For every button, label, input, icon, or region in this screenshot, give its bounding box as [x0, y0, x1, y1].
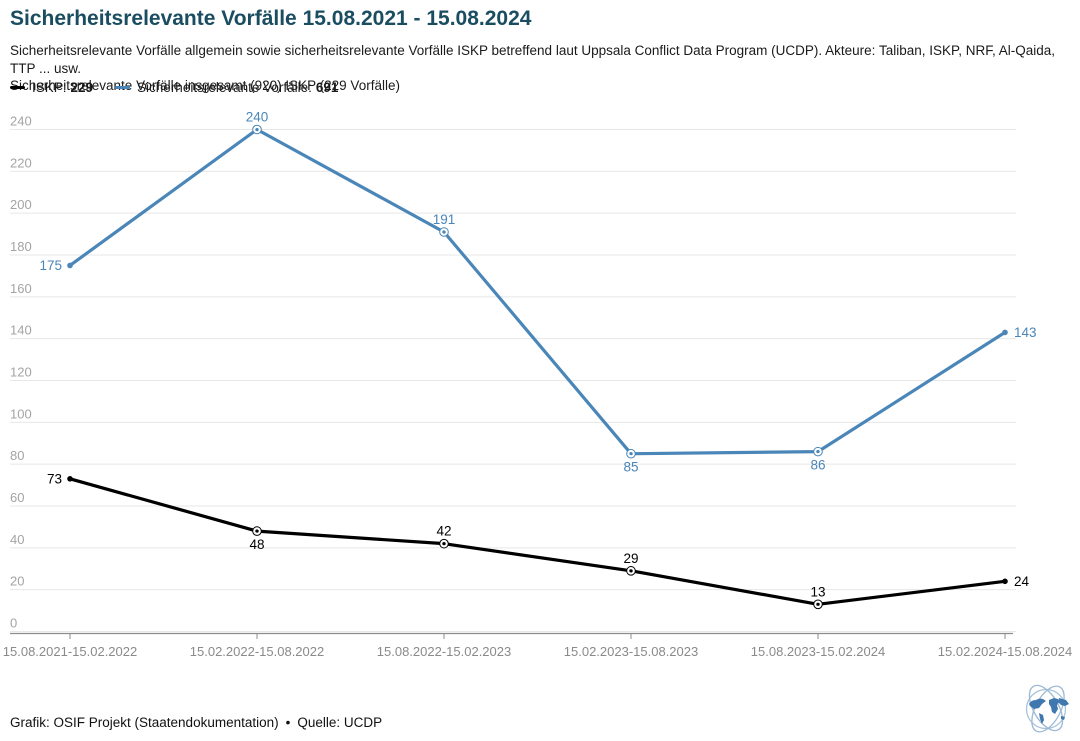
- data-label-sicherheitsrelevante-vorf-lle: 240: [246, 110, 269, 125]
- legend-item: ISKP: 229: [10, 80, 93, 95]
- data-point-halo: [439, 539, 449, 548]
- x-axis-label: 15.08.2023-15.02.2024: [751, 644, 885, 659]
- y-axis-tick-label: 200: [10, 197, 32, 212]
- data-point-halo: [813, 447, 823, 456]
- data-point-halo: [439, 227, 449, 237]
- data-point-iskp[interactable]: [626, 566, 636, 576]
- legend-swatch: [10, 85, 25, 90]
- data-point-iskp[interactable]: [252, 526, 262, 536]
- data-label-iskp: 24: [1014, 574, 1030, 589]
- data-point-sicherheitsrelevante-vorf-lle[interactable]: [1002, 329, 1008, 336]
- chart-legend: ISKP: 229 Sicherheitsrelevante Vorfälle: 69…: [10, 80, 338, 95]
- data-label-sicherheitsrelevante-vorf-lle: 191: [433, 212, 456, 227]
- data-point-halo: [252, 526, 262, 536]
- x-axis-label: 15.02.2023-15.08.2023: [564, 644, 698, 659]
- data-point-sicherheitsrelevante-vorf-lle[interactable]: [813, 446, 823, 457]
- chart-description: Sicherheitsrelevante Vorfälle allgemein …: [10, 43, 1056, 94]
- x-axis-label: 15.08.2021-15.02.2022: [3, 644, 137, 659]
- y-axis-tick-label: 80: [10, 448, 24, 463]
- data-label-iskp: 13: [810, 584, 825, 599]
- data-point-halo: [813, 600, 823, 609]
- data-label-iskp: 48: [249, 537, 264, 552]
- y-axis-tick-label: 140: [10, 323, 32, 338]
- y-axis-tick-label: 60: [10, 490, 24, 505]
- y-axis-tick-label: 20: [10, 574, 24, 589]
- line-chart-canvas: 0 20 40 60 80 100 120 140 160 180 200 220 240 15.08.2…: [3, 110, 1072, 660]
- x-axis-label: 15.08.2022-15.02.2023: [377, 644, 511, 659]
- logo-continents: [1029, 698, 1069, 724]
- data-label-sicherheitsrelevante-vorf-lle: 85: [623, 460, 638, 475]
- x-axis-label: 15.02.2024-15.08.2024: [938, 644, 1072, 659]
- x-axis-label: 15.02.2022-15.08.2022: [190, 644, 324, 659]
- series-line-sicherheitsrelevante-vorf-lle[interactable]: [68, 127, 1007, 456]
- legend-label: ISKP:: [32, 80, 67, 95]
- chart-footer: Grafik: OSIF Projekt (Staatendokumentati…: [10, 715, 382, 730]
- data-point-iskp[interactable]: [813, 599, 823, 610]
- data-label-iskp: 42: [436, 524, 451, 539]
- y-axis-tick-label: 240: [10, 114, 32, 129]
- legend-value: 691: [315, 80, 339, 95]
- data-point-sicherheitsrelevante-vorf-lle[interactable]: [626, 448, 636, 459]
- globe-logo-icon: [1025, 684, 1069, 733]
- y-axis-tick-label: 120: [10, 365, 32, 380]
- data-label-iskp: 29: [623, 551, 638, 566]
- y-axis-tick-label: 160: [10, 281, 32, 296]
- y-axis-tick-label: 0: [10, 616, 17, 631]
- series-line-iskp[interactable]: [68, 477, 1007, 606]
- legend-item: Sicherheitsrelevante Vorfälle: 691: [115, 80, 338, 95]
- data-point-halo: [626, 449, 636, 458]
- data-point-iskp[interactable]: [1002, 578, 1008, 585]
- data-label-iskp: 73: [47, 471, 62, 486]
- source-text: Quelle: UCDP: [297, 715, 383, 730]
- page-title: Sicherheitsrelevante Vorfälle 15.08.2021…: [10, 7, 532, 30]
- data-point-halo: [626, 566, 636, 575]
- data-label-sicherheitsrelevante-vorf-lle: 86: [810, 458, 825, 473]
- data-point-sicherheitsrelevante-vorf-lle[interactable]: [439, 227, 449, 237]
- data-point-sicherheitsrelevante-vorf-lle[interactable]: [252, 124, 262, 135]
- data-label-sicherheitsrelevante-vorf-lle: 143: [1014, 325, 1037, 340]
- data-point-iskp[interactable]: [439, 538, 449, 549]
- data-label-sicherheitsrelevante-vorf-lle: 175: [39, 258, 62, 273]
- credit-text: Grafik: OSIF Projekt (Staatendokumentati…: [10, 715, 279, 730]
- y-axis-tick-label: 100: [10, 406, 32, 421]
- y-axis-tick-label: 40: [10, 532, 24, 547]
- footer-separator: •: [285, 715, 291, 730]
- legend-value: 229: [70, 80, 94, 95]
- data-point-iskp[interactable]: [67, 476, 73, 482]
- y-axis-tick-label: 180: [10, 239, 32, 254]
- legend-swatch: [115, 85, 131, 90]
- data-point-sicherheitsrelevante-vorf-lle[interactable]: [67, 262, 73, 269]
- data-point-halo: [252, 125, 262, 134]
- legend-label: Sicherheitsrelevante Vorfälle:: [137, 80, 312, 95]
- y-axis-tick-label: 220: [10, 155, 32, 170]
